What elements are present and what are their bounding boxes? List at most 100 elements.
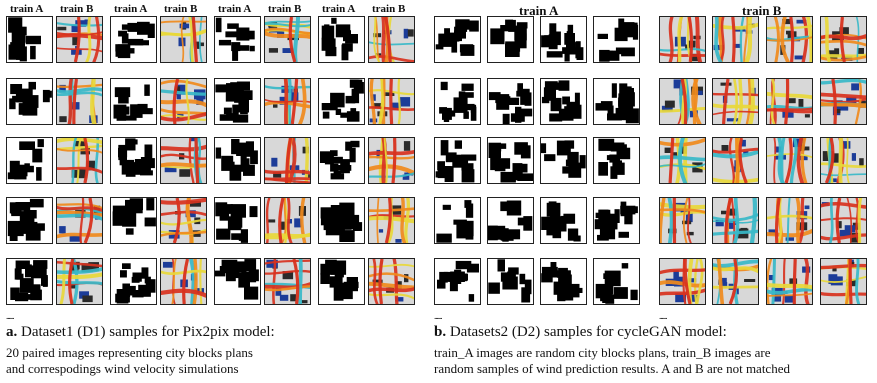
panel-a-wind-tile	[264, 137, 311, 184]
panel-a-wind-tile	[264, 258, 311, 305]
panel-a-wind-tile	[368, 137, 415, 184]
panel-b-wind-tile	[766, 197, 813, 244]
panel-b-wind-tile	[712, 197, 759, 244]
panel-b-caption-letter: b.	[434, 324, 447, 340]
panel-b-plan-tile	[540, 16, 587, 63]
panel-a-wind-tile	[56, 137, 103, 184]
panel-b-plan-tile	[487, 137, 534, 184]
panel-a-wind-tile	[264, 16, 311, 63]
panel-b-wind-tile	[659, 137, 706, 184]
panel-a-plan-tile	[214, 78, 261, 125]
panel-b-plan-tile	[434, 16, 481, 63]
panel-a-plan-tile	[214, 258, 261, 305]
panel-b-plan-tile	[434, 78, 481, 125]
panel-a-caption-title: a. Dataset1 (D1) samples for Pix2pix mod…	[6, 324, 275, 341]
panel-a-wind-tile	[368, 78, 415, 125]
panel-a-plan-tile	[110, 16, 157, 63]
panel-b-ellipsis-a: ......	[434, 311, 442, 321]
panel-b-wind-tile	[766, 78, 813, 125]
panel-a-col-label-train-a: train A	[322, 3, 356, 15]
panel-b-plan-tile	[593, 16, 640, 63]
panel-a-plan-tile	[318, 197, 365, 244]
panel-a-wind-tile	[160, 258, 207, 305]
panel-b-plan-tile	[540, 197, 587, 244]
panel-a-col-label-train-b: train B	[60, 3, 94, 15]
panel-a-plan-tile	[110, 78, 157, 125]
panel-a-wind-tile	[56, 197, 103, 244]
panel-a-col-label-train-a: train A	[114, 3, 148, 15]
panel-a-plan-tile	[318, 16, 365, 63]
panel-a-caption-letter: a.	[6, 324, 18, 340]
panel-b-wind-tile	[820, 78, 867, 125]
panel-b-wind-tile	[659, 258, 706, 305]
panel-a-plan-tile	[6, 137, 53, 184]
panel-a-plan-tile	[6, 197, 53, 244]
panel-a-plan-tile	[110, 197, 157, 244]
panel-a-plan-tile	[214, 197, 261, 244]
panel-b-plan-tile	[487, 258, 534, 305]
panel-b-wind-tile	[820, 137, 867, 184]
panel-b-plan-tile	[487, 78, 534, 125]
panel-b-wind-tile	[712, 78, 759, 125]
panel-a-wind-tile	[56, 16, 103, 63]
panel-a-plan-tile	[318, 258, 365, 305]
panel-b-wind-tile	[712, 258, 759, 305]
panel-a-plan-tile	[6, 258, 53, 305]
panel-b-plan-tile	[593, 258, 640, 305]
panel-a-plan-tile	[214, 137, 261, 184]
panel-b-caption-line2: random samples of wind prediction result…	[434, 361, 790, 376]
panel-a-col-label-train-a: train A	[10, 3, 44, 15]
panel-a-col-label-train-b: train B	[164, 3, 198, 15]
panel-a-wind-tile	[160, 16, 207, 63]
panel-b-wind-tile	[820, 258, 867, 305]
panel-b-plan-tile	[434, 258, 481, 305]
panel-b-plan-tile	[487, 16, 534, 63]
panel-b-wind-tile	[712, 137, 759, 184]
panel-b-plan-tile	[593, 197, 640, 244]
panel-a-wind-tile	[368, 258, 415, 305]
panel-b-plan-tile	[540, 258, 587, 305]
panel-a-plan-tile	[318, 137, 365, 184]
panel-b-caption-text: Datasets2 (D2) samples for cycleGAN mode…	[449, 324, 727, 340]
panel-a-caption-line1: 20 paired images representing city block…	[6, 345, 253, 360]
panel-b-title-train-a: train A	[519, 3, 559, 18]
panel-b-wind-tile	[659, 16, 706, 63]
panel-a-caption-text: Dataset1 (D1) samples for Pix2pix model:	[21, 324, 275, 340]
panel-a-plan-tile	[6, 78, 53, 125]
panel-a-plan-tile	[318, 78, 365, 125]
panel-b-plan-tile	[540, 78, 587, 125]
panel-b-plan-tile	[540, 137, 587, 184]
panel-a-plan-tile	[214, 16, 261, 63]
panel-a-plan-tile	[6, 16, 53, 63]
panel-a-wind-tile	[160, 197, 207, 244]
panel-a-wind-tile	[56, 78, 103, 125]
panel-b-plan-tile	[434, 137, 481, 184]
panel-a-wind-tile	[160, 137, 207, 184]
panel-b-plan-tile	[434, 197, 481, 244]
panel-a-wind-tile	[160, 78, 207, 125]
panel-b-wind-tile	[659, 197, 706, 244]
panel-b-caption-title: b. Datasets2 (D2) samples for cycleGAN m…	[434, 324, 727, 341]
panel-a-col-label-train-a: train A	[218, 3, 252, 15]
panel-a-ellipsis: ......	[6, 311, 14, 321]
panel-b-ellipsis-b: ......	[659, 311, 667, 321]
panel-b-plan-tile	[593, 137, 640, 184]
panel-b-wind-tile	[766, 137, 813, 184]
panel-a-col-label-train-b: train B	[268, 3, 302, 15]
panel-b-title-train-b: train B	[742, 3, 782, 18]
panel-b-wind-tile	[820, 197, 867, 244]
panel-a-plan-tile	[110, 258, 157, 305]
panel-b-caption-line1: train_A images are random city blocks pl…	[434, 345, 771, 360]
panel-a-wind-tile	[264, 197, 311, 244]
panel-a-wind-tile	[368, 197, 415, 244]
panel-b-wind-tile	[712, 16, 759, 63]
panel-a-wind-tile	[56, 258, 103, 305]
panel-b-plan-tile	[487, 197, 534, 244]
panel-a-wind-tile	[264, 78, 311, 125]
panel-a-caption-line2: and correspodings wind velocity simulati…	[6, 361, 239, 376]
panel-a-wind-tile	[368, 16, 415, 63]
panel-b-wind-tile	[820, 16, 867, 63]
panel-b-wind-tile	[766, 258, 813, 305]
panel-b-wind-tile	[659, 78, 706, 125]
panel-a-col-label-train-b: train B	[372, 3, 406, 15]
